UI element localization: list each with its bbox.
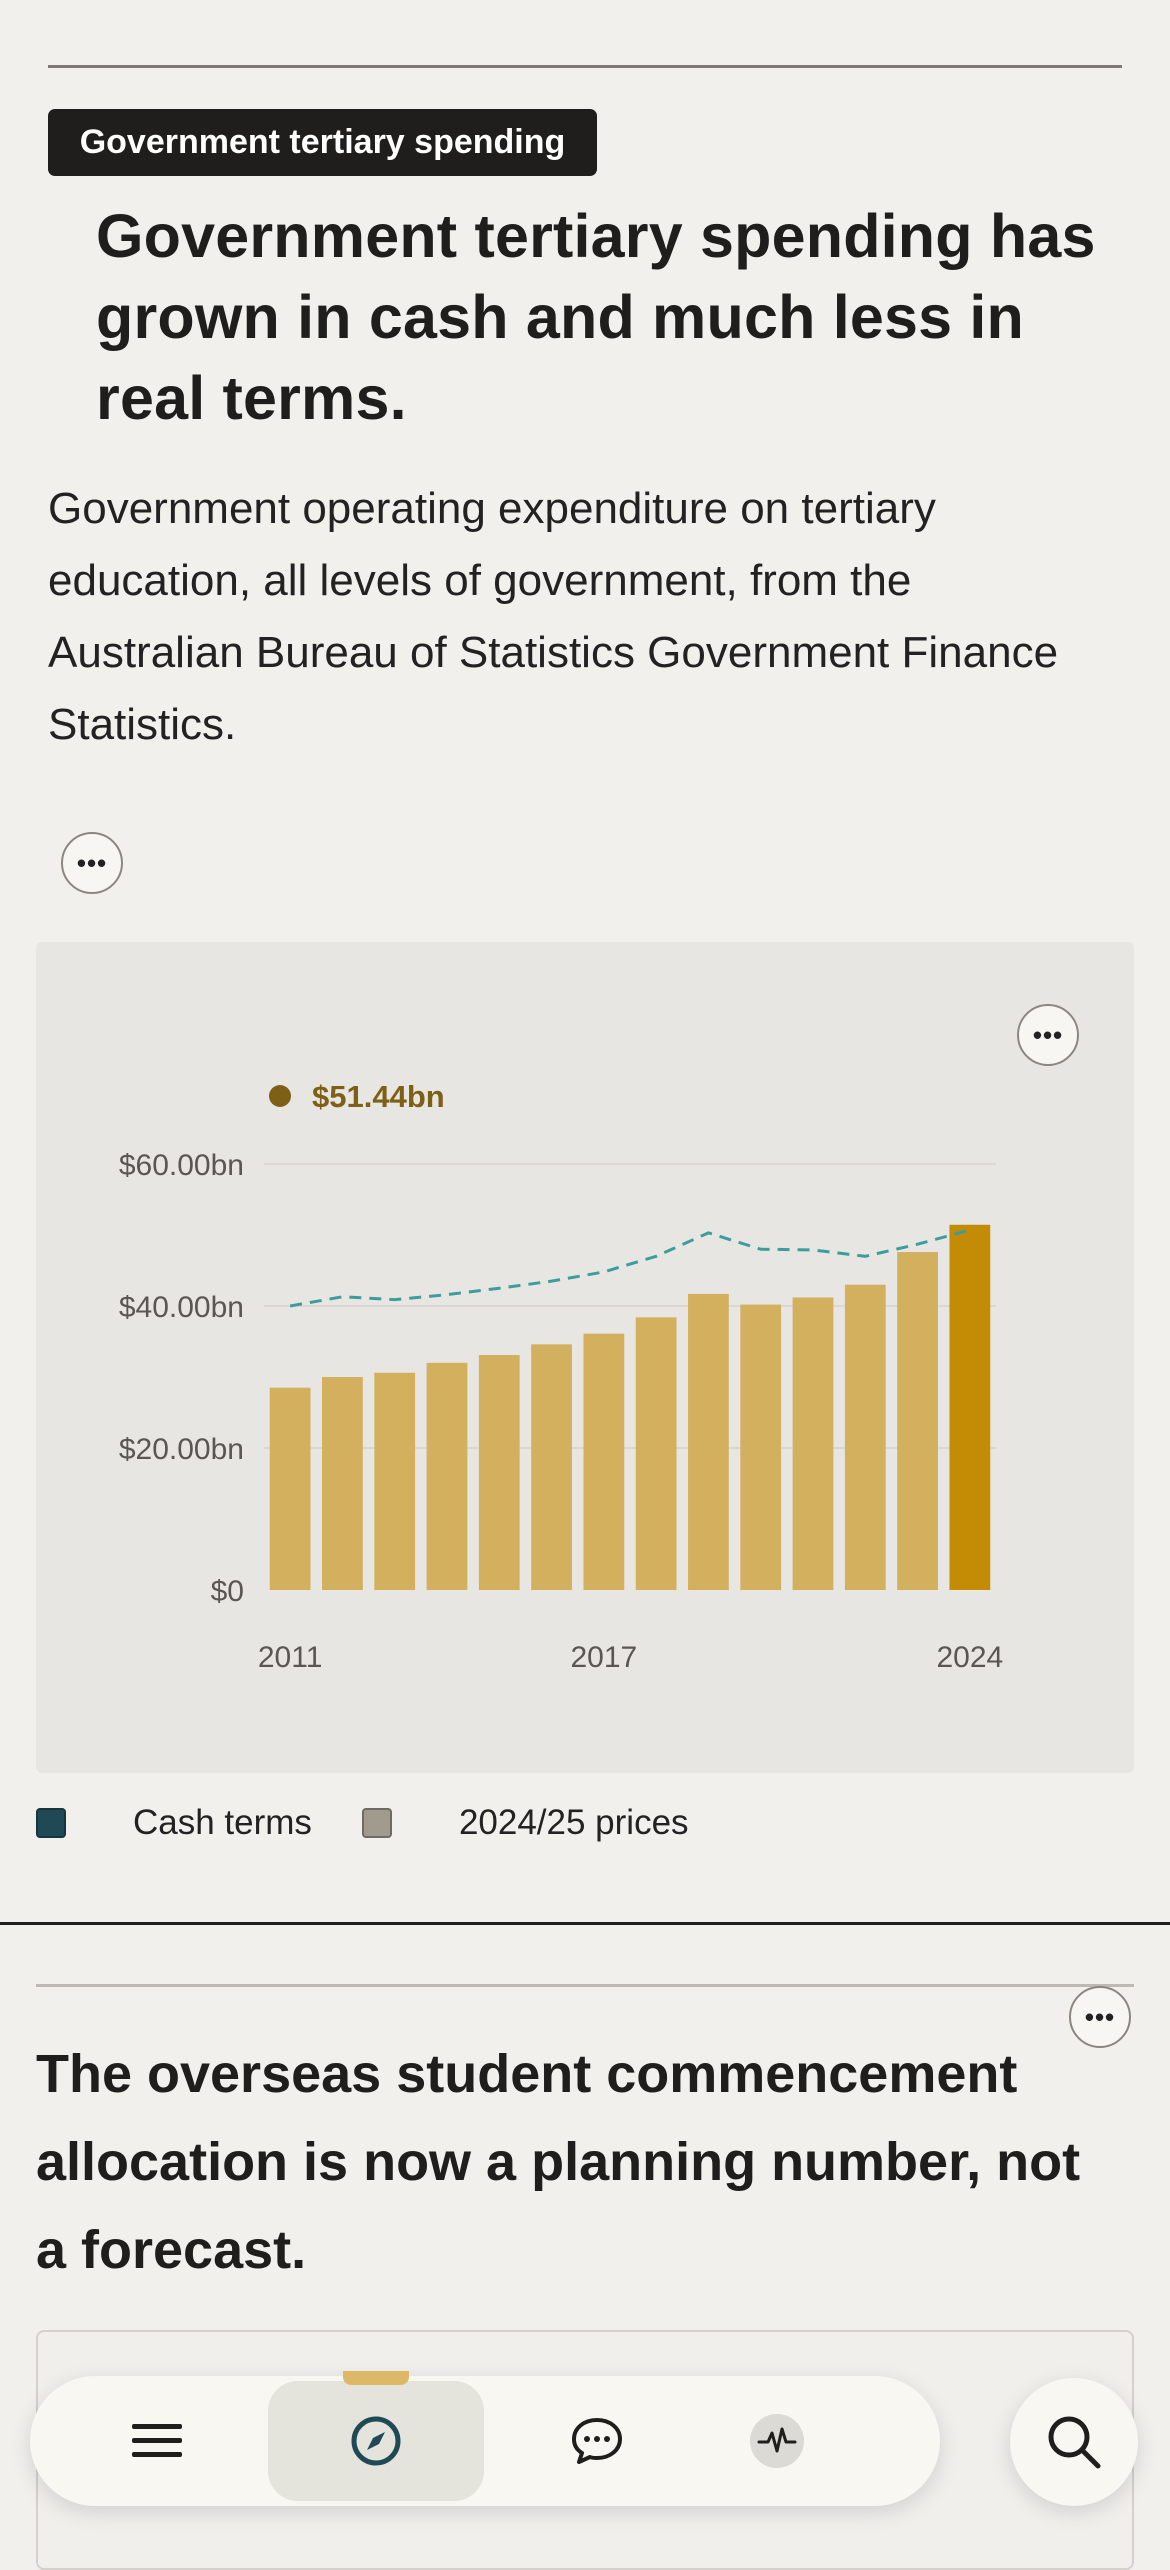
x-tick-label: 2017 <box>570 1641 637 1674</box>
pulse-icon <box>750 2414 804 2468</box>
y-tick-label: $0 <box>211 1575 244 1608</box>
bar <box>269 1387 311 1590</box>
bar <box>740 1304 782 1590</box>
legend-label-cash: Cash terms <box>133 1803 312 1842</box>
bar <box>688 1293 729 1590</box>
x-tick-label: 2011 <box>258 1641 323 1674</box>
bar <box>426 1362 468 1590</box>
bar <box>635 1317 677 1590</box>
y-tick-label: $40.00bn <box>119 1291 244 1324</box>
bar <box>792 1297 834 1590</box>
legend-label-real: 2024/25 prices <box>458 1803 689 1842</box>
bar <box>583 1333 625 1590</box>
bar <box>322 1377 363 1590</box>
nav-menu[interactable] <box>87 2391 227 2491</box>
legend-swatch-real <box>361 1808 392 1838</box>
chart-options-button[interactable]: ••• <box>1017 1004 1079 1066</box>
article-headline: Government tertiary spending has grown i… <box>96 202 1096 432</box>
bar <box>897 1252 938 1590</box>
bar <box>531 1344 572 1590</box>
chart-card: $0 $20.00bn $40.00bn $60.00bn 2011 2017 2024 $… <box>36 942 1134 1773</box>
section-divider <box>0 1922 1170 1925</box>
chat-icon <box>572 2418 622 2464</box>
compass-icon <box>351 2416 401 2466</box>
search-button[interactable] <box>1010 2378 1138 2506</box>
highlight-value-label: $51.44bn <box>269 1079 445 1114</box>
bar <box>949 1224 991 1590</box>
spending-chart: $0 $20.00bn $40.00bn $60.00bn 2011 2017 2024 $… <box>119 1079 1003 1674</box>
y-tick-label: $20.00bn <box>119 1433 244 1466</box>
active-indicator <box>343 2371 409 2385</box>
nav-pulse[interactable] <box>707 2391 847 2491</box>
nav-chat[interactable] <box>527 2391 667 2491</box>
menu-icon <box>132 2424 182 2457</box>
nav-explore[interactable] <box>268 2371 484 2501</box>
highlight-dot <box>269 1085 291 1107</box>
search-icon <box>1048 2416 1101 2469</box>
article-description: Government operating expenditure on tert… <box>48 484 1059 749</box>
chart-legend: Cash terms 2024/25 prices <box>36 1800 689 1846</box>
series-line-real-terms <box>289 1228 971 1308</box>
article-options-button[interactable]: ••• <box>61 832 123 894</box>
section2-headline: The overseas student commencement alloca… <box>36 2044 1081 2280</box>
bar <box>374 1372 416 1590</box>
bar <box>478 1354 520 1590</box>
bottom-nav <box>30 2371 940 2506</box>
y-tick-label: $60.00bn <box>119 1149 244 1182</box>
highlight-value: $51.44bn <box>312 1079 445 1114</box>
top-rule <box>48 65 1122 68</box>
bar <box>844 1284 886 1590</box>
section2-options-button[interactable]: ••• <box>1069 1986 1131 2048</box>
legend-swatch-cash <box>36 1808 66 1838</box>
section-tag: Government tertiary spending <box>48 109 597 176</box>
section-rule <box>36 1984 1134 1987</box>
x-tick-label: 2024 <box>936 1641 1003 1674</box>
